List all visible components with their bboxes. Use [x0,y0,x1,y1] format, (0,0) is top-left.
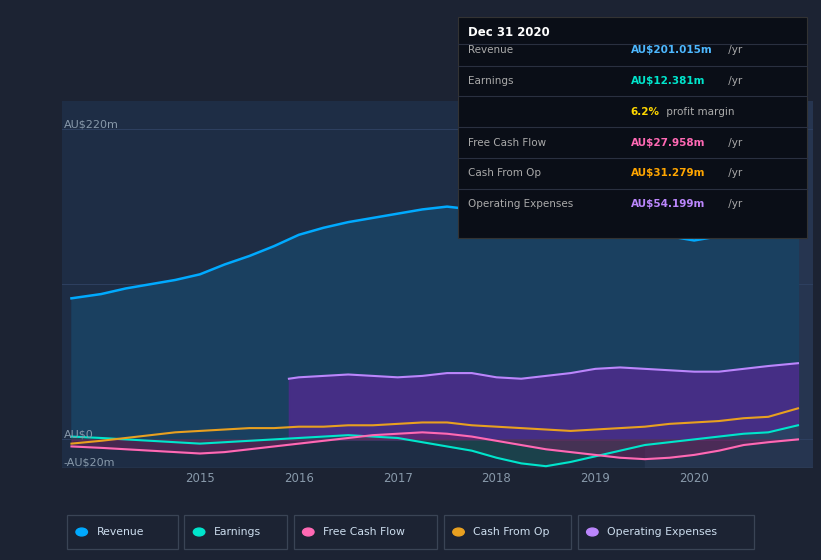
Text: Revenue: Revenue [468,45,513,55]
Text: Operating Expenses: Operating Expenses [608,527,717,537]
Text: profit margin: profit margin [663,107,735,117]
Text: AU$201.015m: AU$201.015m [631,45,713,55]
Text: Free Cash Flow: Free Cash Flow [323,527,405,537]
Text: /yr: /yr [725,169,742,179]
Text: /yr: /yr [725,138,742,148]
Text: AU$0: AU$0 [63,430,94,440]
Text: AU$220m: AU$220m [63,119,118,129]
Text: /yr: /yr [725,76,742,86]
Text: AU$27.958m: AU$27.958m [631,138,705,148]
Text: /yr: /yr [725,199,742,209]
Bar [644,101,821,468]
Text: Free Cash Flow: Free Cash Flow [468,138,546,148]
Text: Earnings: Earnings [468,76,513,86]
Text: Revenue: Revenue [97,527,144,537]
Text: Dec 31 2020: Dec 31 2020 [468,26,550,39]
Text: AU$31.279m: AU$31.279m [631,169,705,179]
Text: -AU$20m: -AU$20m [63,458,115,468]
Text: /yr: /yr [725,45,742,55]
Text: 6.2%: 6.2% [631,107,659,117]
Text: Earnings: Earnings [214,527,261,537]
Text: Operating Expenses: Operating Expenses [468,199,573,209]
Text: AU$54.199m: AU$54.199m [631,199,705,209]
Text: Cash From Op: Cash From Op [468,169,541,179]
Text: Cash From Op: Cash From Op [474,527,550,537]
Text: AU$12.381m: AU$12.381m [631,76,705,86]
